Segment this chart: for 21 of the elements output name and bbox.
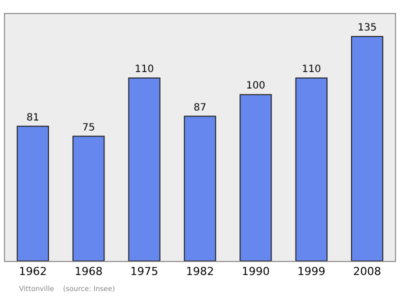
bar [72,136,105,261]
data-label: 75 [82,122,95,134]
data-label: 135 [358,22,377,34]
bar [128,78,160,261]
bar [240,94,272,261]
data-label: 100 [246,80,266,92]
x-tick-label: 1968 [74,265,103,278]
x-tick-label: 2008 [353,265,382,278]
data-label: 110 [302,64,321,76]
x-tick-label: 1975 [130,265,158,278]
bar [184,116,216,261]
x-tick-label: 1962 [18,265,47,278]
data-label: 81 [26,112,40,124]
bar [295,78,328,261]
x-tick-label: 1999 [297,265,326,278]
data-label: 110 [134,64,154,76]
x-tick-label: 1990 [242,265,270,278]
x-tick-label: 1982 [186,265,214,278]
bar [16,126,49,261]
data-label: 87 [194,102,206,114]
bar [351,36,384,261]
